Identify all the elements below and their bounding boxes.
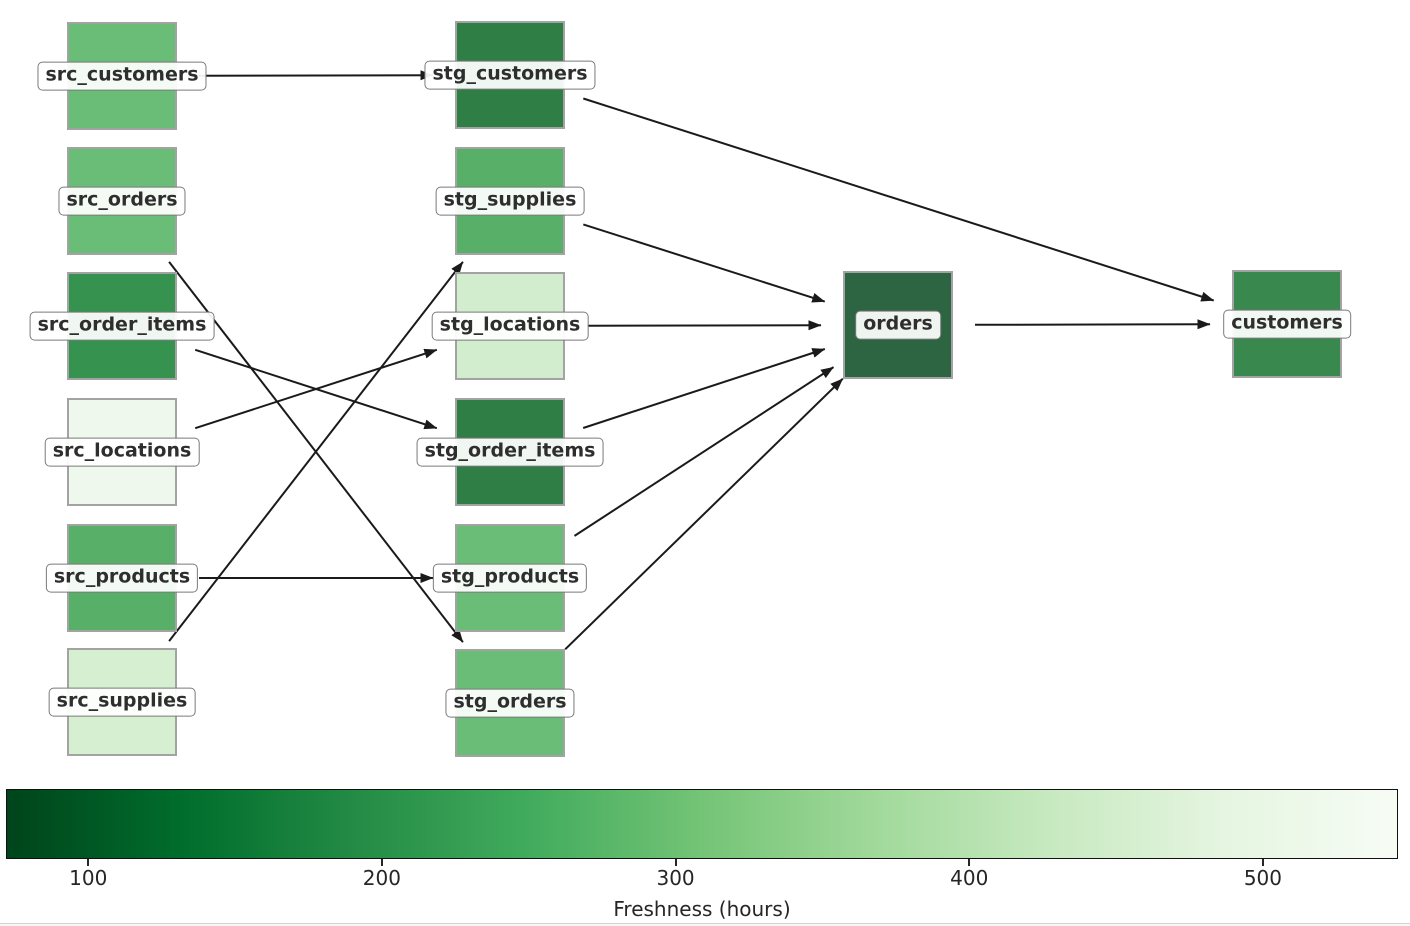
edge-stg_products-to-orders	[573, 366, 835, 537]
node-label-src_customers: src_customers	[37, 61, 207, 91]
edge-src_customers-to-stg_customers	[198, 70, 434, 81]
colorbar-tick-300	[674, 859, 677, 866]
colorbar-tick-label-300: 300	[656, 866, 695, 890]
edge-stg_orders-to-orders	[564, 377, 844, 651]
node-label-stg_supplies: stg_supplies	[435, 186, 585, 216]
edge-src_supplies-to-stg_supplies	[168, 261, 464, 642]
node-label-src_order_items: src_order_items	[29, 311, 215, 341]
edge-stg_order_items-to-orders	[582, 348, 826, 429]
colorbar-tick-100	[87, 859, 90, 866]
edge-orders-to-customers	[974, 319, 1211, 330]
node-label-orders: orders	[855, 310, 941, 340]
node-label-stg_products: stg_products	[432, 563, 588, 593]
colorbar-tick-label-500: 500	[1243, 866, 1282, 890]
edge-src_locations-to-stg_locations	[194, 348, 438, 430]
node-label-stg_orders: stg_orders	[445, 688, 575, 718]
colorbar-tick-label-100: 100	[69, 866, 108, 890]
edge-stg_supplies-to-orders	[582, 223, 826, 303]
edge-stg_locations-to-orders	[586, 320, 822, 331]
colorbar-tick-400	[968, 859, 971, 866]
node-label-src_locations: src_locations	[44, 437, 200, 467]
edge-stg_customers-to-customers	[582, 97, 1215, 302]
node-label-stg_order_items: stg_order_items	[416, 437, 604, 467]
node-label-src_orders: src_orders	[58, 186, 186, 216]
colorbar-tick-label-400: 400	[950, 866, 989, 890]
figure-bottom-border	[0, 923, 1410, 926]
colorbar-tick-200	[380, 859, 383, 866]
colorbar-tick-label-200: 200	[362, 866, 401, 890]
node-label-stg_customers: stg_customers	[424, 60, 596, 90]
node-label-stg_locations: stg_locations	[431, 311, 589, 341]
node-label-src_supplies: src_supplies	[48, 687, 196, 717]
node-label-src_products: src_products	[45, 563, 199, 593]
freshness-colorbar	[6, 789, 1398, 859]
colorbar-tick-500	[1261, 859, 1264, 866]
node-label-customers: customers	[1223, 309, 1351, 339]
colorbar-axis-label: Freshness (hours)	[613, 897, 791, 921]
